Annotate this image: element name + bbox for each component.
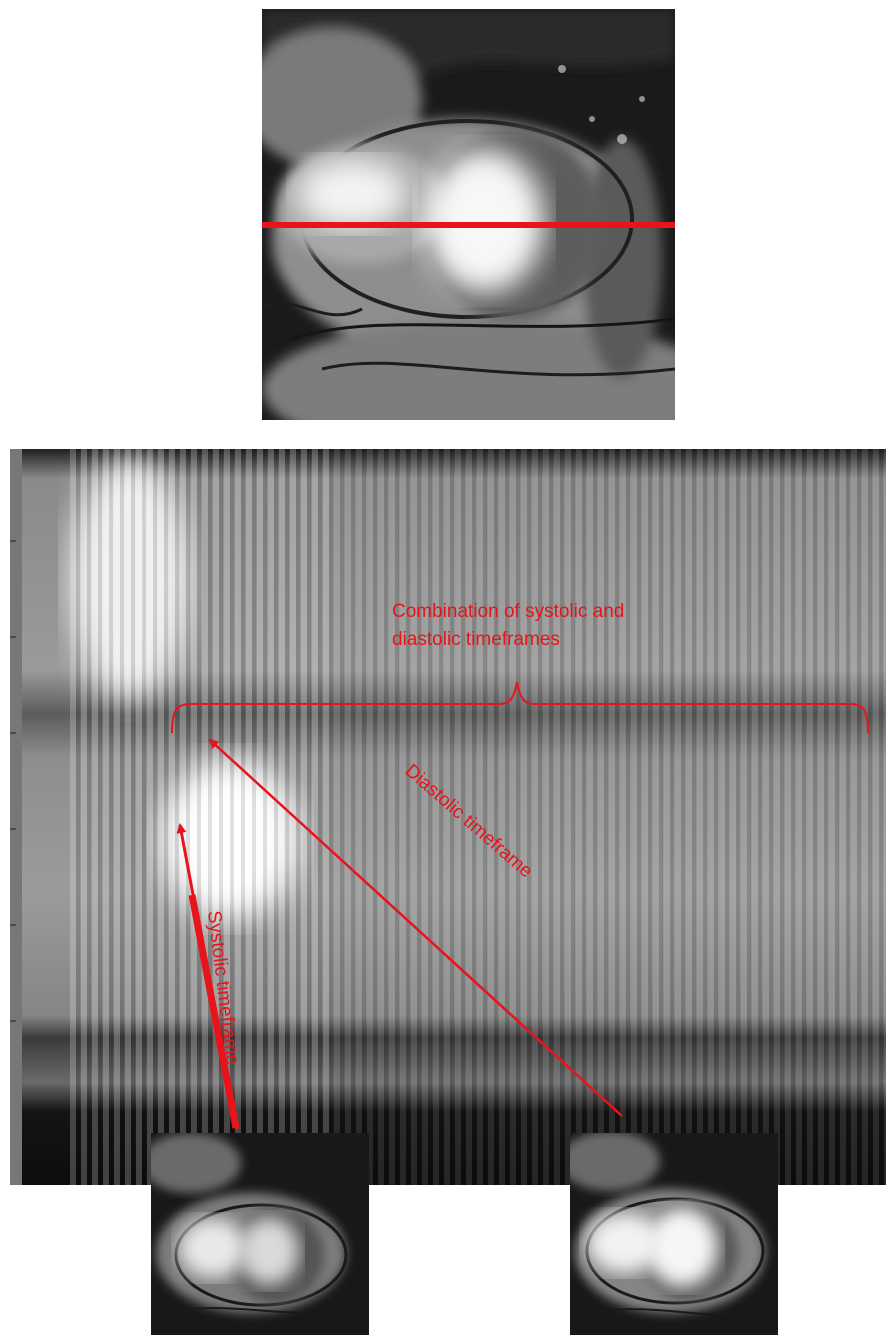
curly-brace xyxy=(171,681,869,734)
diastolic-frame-image xyxy=(570,1133,778,1335)
top-mri-image xyxy=(262,9,675,420)
systolic-arrow-shaft-thick xyxy=(188,894,240,1129)
combination-label-line1: Combination of systolic and xyxy=(392,601,625,622)
horizontal-line-marker xyxy=(262,222,675,228)
systolic-frame-image xyxy=(151,1133,369,1335)
time-stack-image xyxy=(10,449,886,1185)
diastolic-arrow-icon xyxy=(208,738,623,1117)
combination-label: Combination of systolic and diastolic ti… xyxy=(392,598,624,654)
combination-label-line2: diastolic timeframes xyxy=(392,629,560,650)
